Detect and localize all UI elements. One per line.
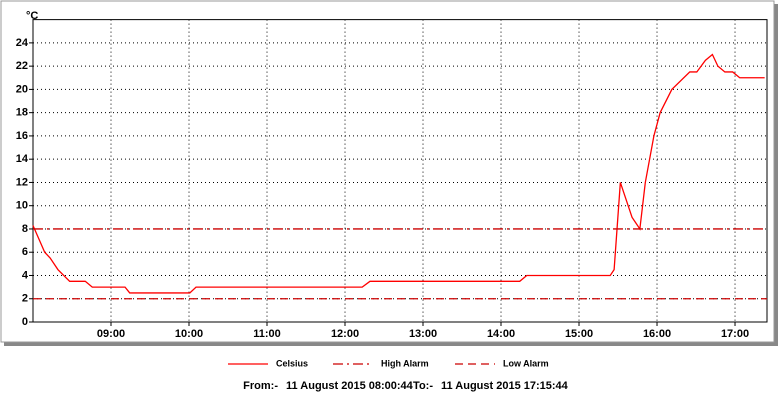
x-tick-label: 12:00	[331, 328, 359, 340]
y-tick-label: 2	[22, 293, 28, 305]
y-tick-label: 4	[22, 269, 29, 281]
plot-border	[32, 19, 768, 323]
y-unit: °C	[26, 10, 38, 22]
y-tick-label: 6	[22, 246, 28, 258]
x-tick-label: 14:00	[487, 328, 515, 340]
to-date: 11 August 2015 17:15:44	[441, 380, 569, 392]
x-tick-label: 13:00	[409, 328, 437, 340]
from-date: 11 August 2015 08:00:44	[286, 380, 414, 392]
y-tick-label: 12	[16, 176, 28, 188]
from-label: From:-	[243, 380, 278, 392]
y-tick-label: 20	[16, 83, 28, 95]
x-tick-label: 17:00	[721, 328, 749, 340]
x-tick-label: 15:00	[565, 328, 593, 340]
x-tick-label: 11:00	[253, 328, 281, 340]
x-tick-label: 10:00	[175, 328, 203, 340]
y-tick-label: 16	[16, 130, 28, 142]
y-tick-label: 22	[16, 60, 28, 72]
legend-label: High Alarm	[381, 358, 429, 368]
frame	[0, 0, 775, 343]
legend-label: Low Alarm	[503, 358, 549, 368]
legend-label: Celsius	[276, 358, 308, 368]
y-tick-label: 18	[16, 107, 28, 119]
y-tick-label: 14	[16, 153, 29, 165]
y-tick-label: 0	[22, 316, 28, 328]
to-label: To:-	[413, 380, 433, 392]
x-tick-label: 16:00	[643, 328, 671, 340]
x-tick-label: 09:00	[97, 328, 125, 340]
y-tick-label: 10	[16, 200, 28, 212]
y-tick-label: 24	[16, 37, 29, 49]
series-line	[32, 53, 765, 294]
y-tick-label: 8	[22, 223, 28, 235]
